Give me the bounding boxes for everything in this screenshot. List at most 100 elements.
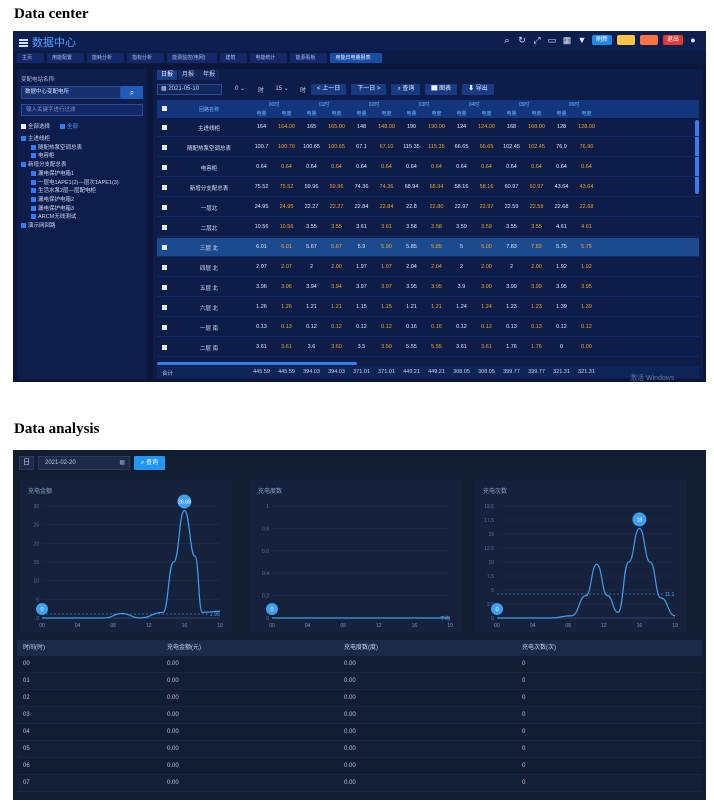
row-checkbox[interactable] [162,145,167,150]
table-row[interactable]: 05 0.00 0.00 0 [17,741,702,758]
checkbox-icon[interactable] [31,153,36,159]
table-row[interactable]: 主进线柜 164 164.00 165 165.00 148 148.00 190 190.00… [157,118,699,137]
alarm-pill[interactable] [639,35,658,45]
table-row[interactable]: 00 0.00 0.00 0 [17,656,702,673]
table-row[interactable]: 四层 北 2.07 2.07 2 2.00 1.97 1.97 2.04 2.04 2 2.00 2 2… [157,258,699,277]
table-row[interactable]: 06 0.00 0.00 0 [17,758,702,775]
tab-5[interactable]: 建筑 [220,52,248,63]
checkbox-icon[interactable] [31,205,36,211]
hour-select[interactable]: 0 ⌄ [234,86,246,92]
shirt-icon[interactable]: ▼ [577,35,587,45]
analysis-query-button[interactable]: ⌕ 查询 [134,456,166,470]
checkbox-icon[interactable] [31,188,36,194]
checkbox-icon[interactable] [21,162,26,168]
analysis-date-picker[interactable]: 2021-02-20 ▦ [38,456,130,470]
tree-item[interactable]: 电容柜 [21,152,143,161]
period-tab-1[interactable]: 月报 [178,70,198,80]
tab-0[interactable]: 主页 [17,52,45,63]
checkbox-icon[interactable] [31,170,36,176]
tree-item[interactable]: 漏电保护电箱2 [21,196,143,205]
search-icon[interactable]: ⌕ [504,35,510,45]
table-row[interactable]: 03 0.00 0.00 0 [17,707,702,724]
table-row[interactable]: 电容柜 0.64 0.64 0.64 0.64 0.64 0.64 0.64 0.64 0.64 0… [157,158,699,177]
site-search-button[interactable]: ⌕ [121,86,143,99]
tree-item[interactable]: 漏电保护电箱1 [21,170,143,179]
tree-item[interactable]: 新增分支配总表 [21,161,143,170]
table-row[interactable]: 02 0.00 0.00 0 [17,690,702,707]
date-picker[interactable]: ▦ 2021-05-10 [157,84,222,95]
checkbox-icon[interactable] [31,196,36,202]
minute-select[interactable]: 15 ⌄ [275,86,289,92]
table-row[interactable]: 07 0.00 0.00 0 [17,775,702,792]
prev-day-button[interactable]: < 上一日 [311,84,347,95]
tree-item[interactable]: 随配热泵空调总表 [21,144,143,153]
row-checkbox[interactable] [162,125,167,130]
chart-button[interactable]: ▇ 图表 [425,84,458,95]
checkbox-icon[interactable] [21,136,26,141]
notice-pill[interactable] [616,35,635,45]
checkbox-icon[interactable] [31,144,36,150]
table-row[interactable]: 一层 南 0.13 0.13 0.12 0.12 0.12 0.12 0.16 0.16 0.12… [157,318,699,337]
site-select[interactable]: 数据中心变配电所 ⌕ [21,86,143,99]
tree-item[interactable]: 一层电1APE1(2)—层次1APE1(3) [21,179,143,188]
tab-4[interactable]: 能源监控(电网) [167,52,218,63]
menu-icon[interactable] [19,39,28,47]
brand[interactable]: 数据中心 [19,34,76,50]
user-icon[interactable]: ● [690,35,696,45]
tab-3[interactable]: 指标分析 [127,52,165,63]
row-checkbox[interactable] [162,245,167,250]
period-select[interactable]: 日 [19,456,34,470]
row-checkbox[interactable] [162,325,167,330]
period-tab-2[interactable]: 年报 [199,70,219,80]
table-row[interactable]: 三层 北 6.01 6.01 5.67 5.67 5.9 5.90 5.85 5.85 5 5.00… [157,238,699,257]
period-tab-0[interactable]: 日报 [157,70,177,80]
tree-item[interactable]: ARCM无线测试 [21,213,143,222]
grid-icon[interactable]: ▦ [562,35,572,45]
select-all-checkbox[interactable] [162,106,167,111]
tree-item[interactable]: 生活水泵2层—层配电柜 [21,187,143,196]
tree-item[interactable]: 主进线柜 [21,135,143,144]
vertical-scrollbar[interactable] [695,120,699,194]
checkbox-icon[interactable] [31,214,36,220]
y-tick-label: 2.5 [487,602,494,608]
row-checkbox[interactable] [162,225,167,230]
tab-1[interactable]: 用能配置 [47,52,85,63]
check-expand[interactable]: 全部 [60,122,78,130]
site-select-value[interactable]: 数据中心变配电所 [21,86,121,99]
checkbox-icon[interactable] [21,223,26,229]
tree-item[interactable]: 漏电保护电箱3 [21,205,143,214]
tab-2[interactable]: 能耗分析 [87,52,125,63]
refresh-pill[interactable]: 刷新 [591,35,612,45]
table-row[interactable]: 二层北 10.56 10.56 3.55 3.55 3.61 3.61 3.58 3.58 3.5… [157,218,699,237]
tab-8[interactable]: 用能日电量报表 [330,52,383,63]
row-checkbox[interactable] [162,165,167,170]
check-all[interactable]: 全部选择 [21,122,50,130]
table-row[interactable]: 六层 北 1.26 1.26 1.21 1.21 1.15 1.15 1.21 1.21 1.24… [157,298,699,317]
row-checkbox[interactable] [162,185,167,190]
table-row[interactable]: 新增分支配总表 75.52 75.52 59.96 59.96 74.36 74.36 68.… [157,178,699,197]
row-checkbox[interactable] [162,285,167,290]
row-checkbox[interactable] [162,265,167,270]
table-row[interactable]: 01 0.00 0.00 0 [17,673,702,690]
query-button[interactable]: ⌕ 查询 [391,84,421,95]
table-row[interactable]: 二层 南 3.61 3.61 3.6 3.60 3.5 3.50 5.55 5.55 3.61 3.… [157,338,699,357]
tab-6[interactable]: 电能统计 [250,52,288,63]
tree-item[interactable]: 演示网回路 [21,222,143,231]
logout-pill[interactable]: 退出 [662,35,683,45]
table-row[interactable]: 五层 北 3.96 3.96 3.94 3.94 3.97 3.97 3.95 3.95 3.9 3… [157,278,699,297]
row-checkbox[interactable] [162,305,167,310]
row-checkbox[interactable] [162,205,167,210]
table-row[interactable]: 04 0.00 0.00 0 [17,724,702,741]
export-button[interactable]: ⬇ 导出 [462,84,494,95]
table-row[interactable]: 一层北 24.95 24.95 22.27 22.27 22.84 22.84 22.8 22.… [157,198,699,217]
checkbox-icon[interactable] [31,179,36,185]
next-day-button[interactable]: 下一日 > [351,84,387,95]
screen-icon[interactable]: ▭ [547,35,557,45]
row-checkbox[interactable] [162,345,167,350]
refresh-icon[interactable]: ↻ [518,35,526,45]
table-row[interactable]: 随配热泵空调总表 100.7 100.70 100.65 100.65 67.1 67.10… [157,138,699,157]
tree-filter-input[interactable]: 输入关键字进行过滤 [21,104,143,116]
fullscreen-icon[interactable]: ⤢ [533,35,541,45]
tab-7[interactable]: 能源看板 [290,52,328,63]
horizontal-scrollbar[interactable] [157,362,357,365]
